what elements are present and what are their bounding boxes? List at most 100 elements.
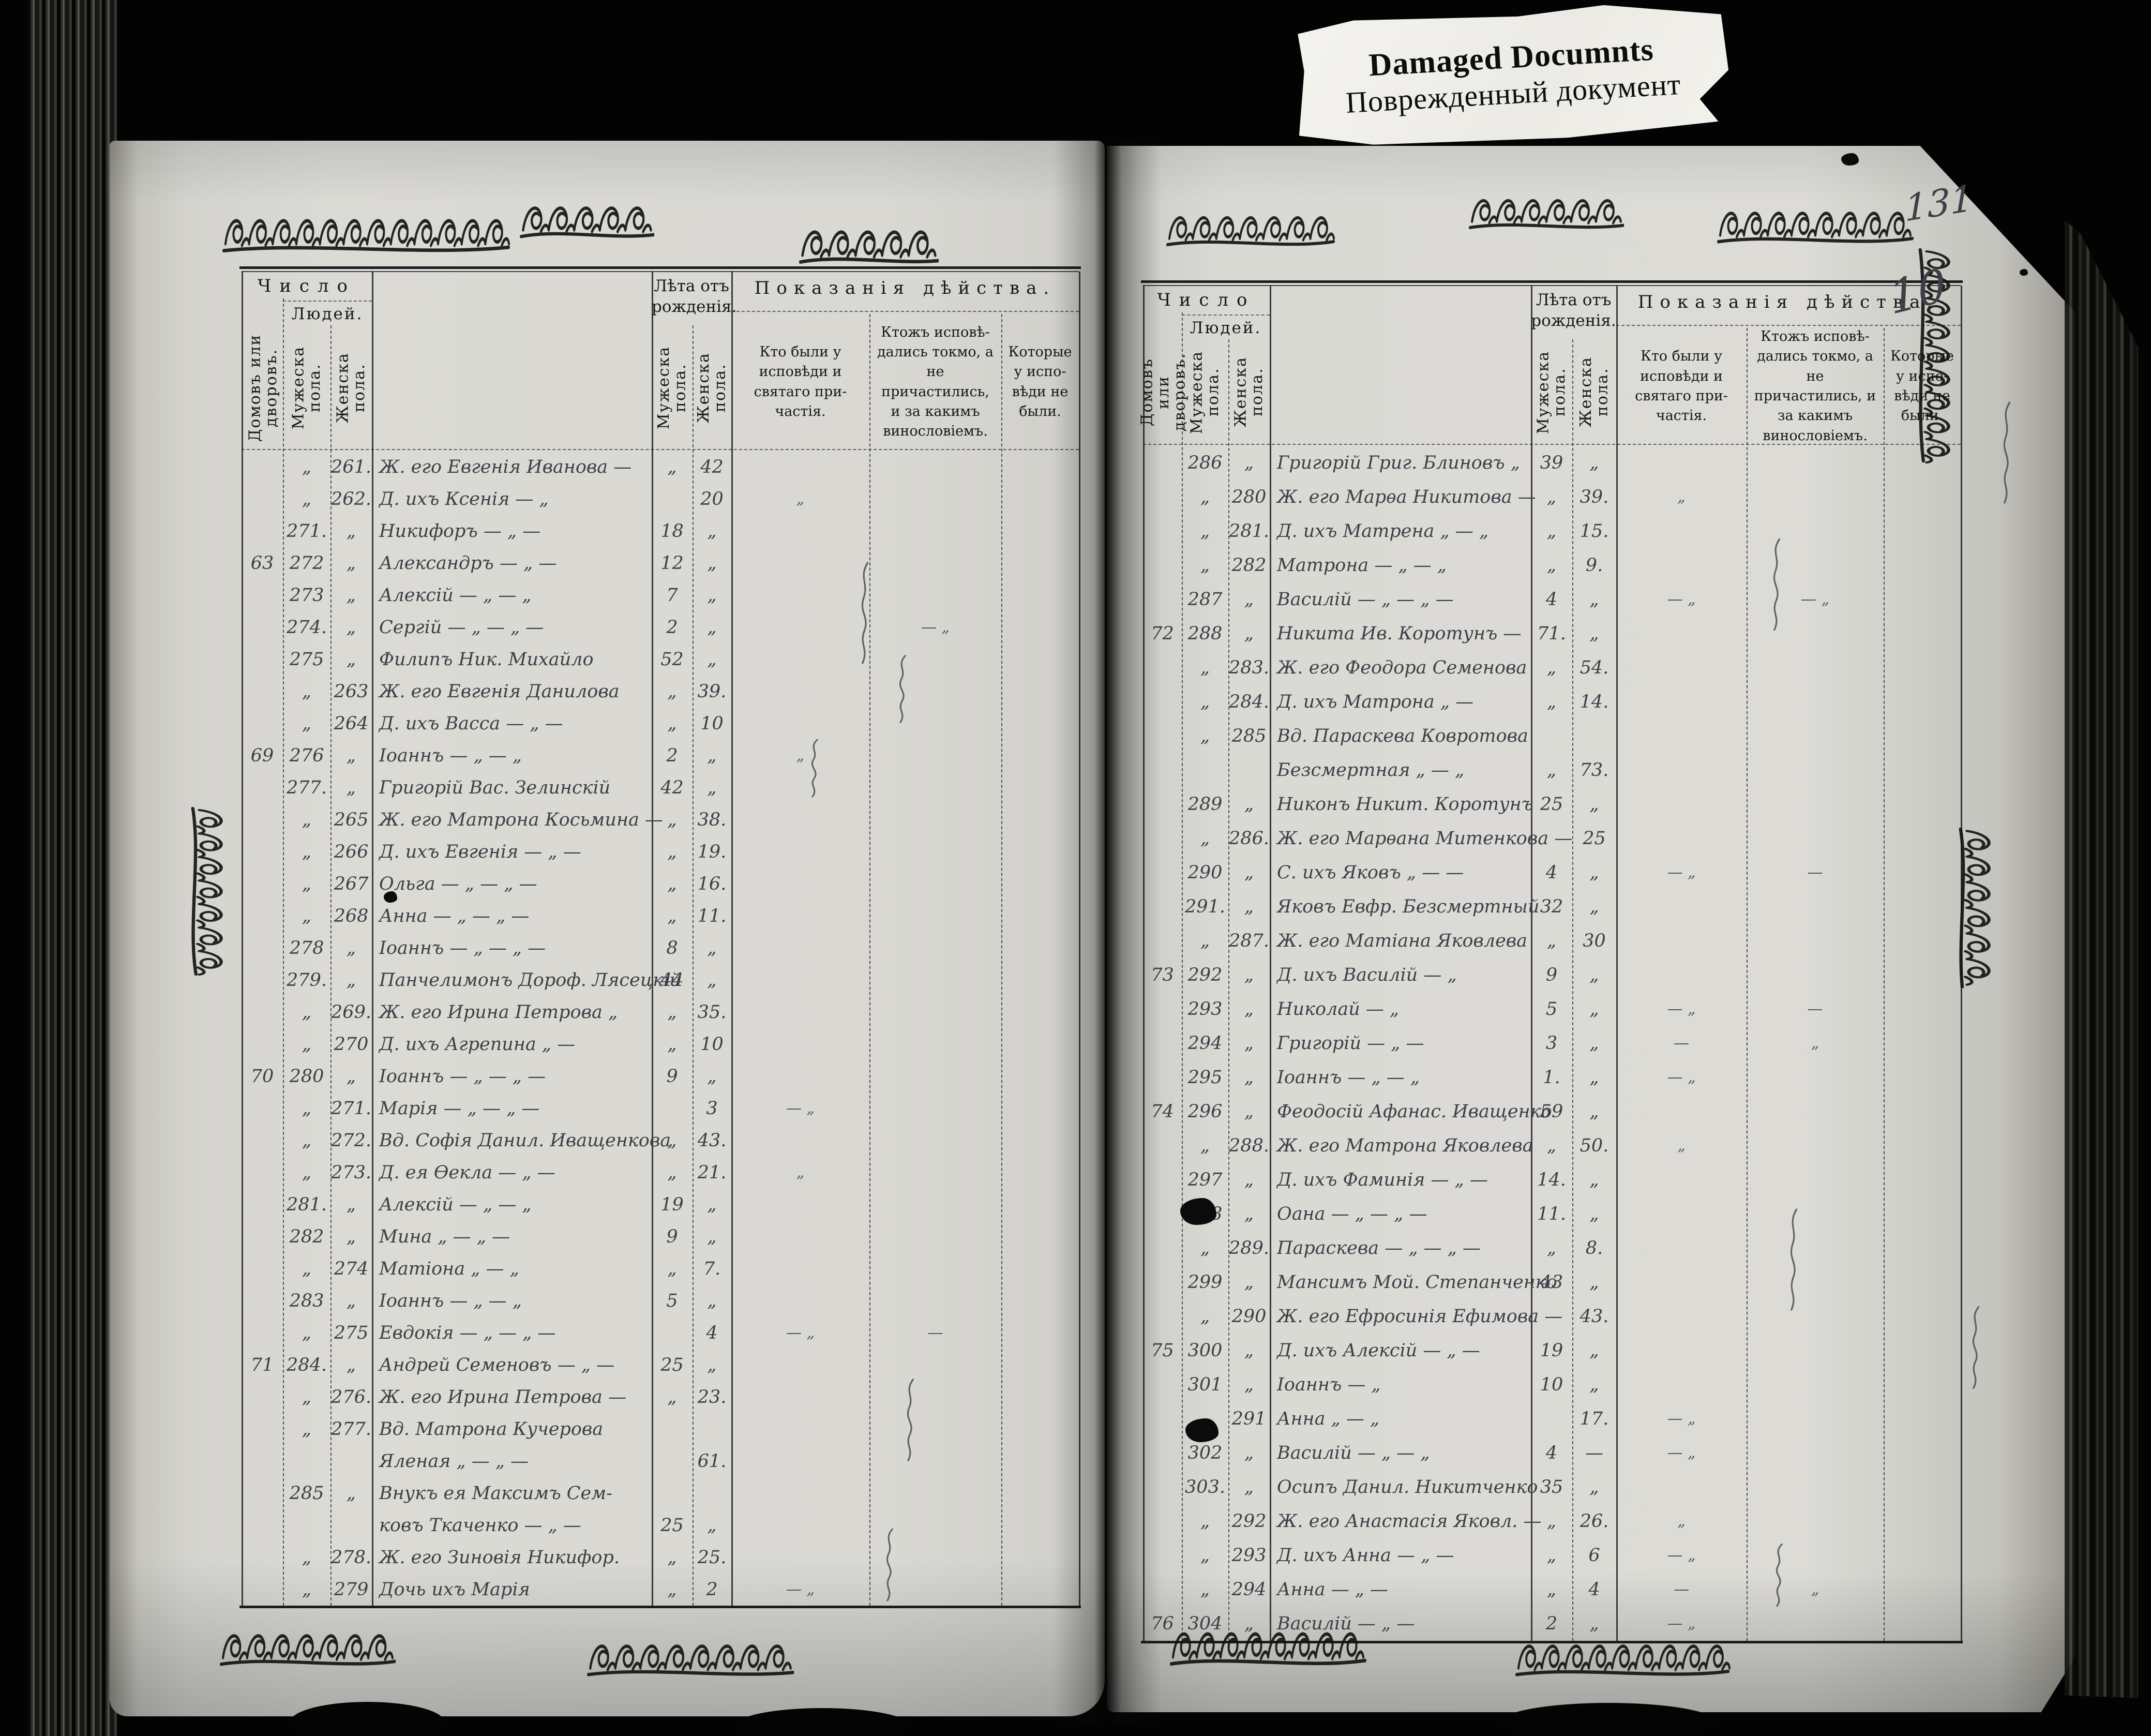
cell-af: 6 <box>1588 1545 1600 1566</box>
table-row: „ 262. Д. ихъ Ксенія — „ 20 „ <box>242 483 1079 515</box>
cell-i2 <box>1747 1163 1884 1197</box>
cell-n: Анна — „ — <box>1277 1579 1388 1600</box>
cell-i3 <box>1884 685 1961 719</box>
cell-i2 <box>869 451 1001 483</box>
cell-n: Іоаннъ — „ — „ <box>1277 1067 1420 1088</box>
cell-n: Яленая „ — „ — <box>379 1451 529 1472</box>
cell-i2 <box>869 1285 1001 1317</box>
ink-blot <box>1841 153 1859 166</box>
cell-i1 <box>1616 1265 1747 1299</box>
cell-h <box>242 1253 283 1285</box>
cell-n: Ж. его Ефросинія Ефимова — <box>1277 1306 1563 1327</box>
cell-am <box>652 1477 693 1509</box>
cell-i2 <box>1747 821 1884 856</box>
cell-i1 <box>731 996 869 1028</box>
table-column-line <box>1270 286 1271 1641</box>
cell-am: „ <box>1546 657 1557 678</box>
cell-am: 12 <box>660 553 684 574</box>
table-row: 275 „ Филипъ Ник. Михайло 52 „ <box>242 643 1079 676</box>
cell-i3 <box>1001 1574 1079 1606</box>
cell-h <box>1143 1538 1182 1573</box>
corner-ornament-icon <box>1170 1619 1366 1671</box>
cell-f: 275 <box>334 1323 369 1343</box>
cell-n: Мина „ — „ — <box>379 1226 510 1247</box>
cell-i3 <box>1884 1402 1961 1436</box>
cell-i2 <box>1747 924 1884 958</box>
cell-m: „ <box>302 1419 312 1440</box>
corner-ornament-icon <box>520 194 665 243</box>
cell-af: „ <box>1589 1613 1599 1634</box>
header-pokazaniya: Показанія дѣйства. <box>754 278 1056 298</box>
cell-af: „ <box>1589 453 1599 473</box>
cell-f: 282 <box>1231 555 1267 576</box>
cell-i3 <box>1884 1231 1961 1265</box>
cell-f: „ <box>346 970 356 991</box>
cell-af: 50. <box>1580 1135 1609 1156</box>
cell-n: Д. ея Ѳекла — „ — <box>379 1162 555 1183</box>
cell-f: „ <box>346 553 356 574</box>
cell-n: Григорій — „ — <box>1277 1033 1424 1054</box>
header-lyudej: Людей. <box>283 301 372 323</box>
cell-af: „ <box>1589 1374 1599 1395</box>
cell-i3 <box>1001 932 1079 964</box>
cell-n: Ж. его Ирина Петрова „ <box>379 1002 618 1023</box>
table-row: 73 292 „ Д. ихъ Василій — „ 9 „ <box>1143 958 1961 992</box>
cell-n: Вд. Матрона Кучерова <box>379 1419 604 1440</box>
cell-am: „ <box>1546 1511 1557 1532</box>
cell-m: „ <box>302 842 312 862</box>
cell-m: 295 <box>1187 1067 1223 1088</box>
cell-i3 <box>1884 1436 1961 1470</box>
cell-h <box>242 1317 283 1349</box>
cell-af: 43. <box>1580 1306 1609 1327</box>
cell-i3 <box>1001 836 1079 868</box>
cell-m: 293 <box>1187 999 1223 1020</box>
cell-m: 288 <box>1187 623 1223 644</box>
cell-h <box>242 1125 283 1157</box>
cell-n: Матрона — „ — „ <box>1277 555 1447 576</box>
cell-af: 4 <box>706 1323 718 1343</box>
cell-m: 272 <box>289 553 324 574</box>
header-lyudej: Людей. <box>1182 315 1270 337</box>
cell-h <box>242 804 283 836</box>
table-row: 63 272 „ Александръ — „ — 12 „ <box>242 547 1079 579</box>
cell-i2 <box>869 1125 1001 1157</box>
table-column-line <box>1616 286 1618 1641</box>
cell-f: „ <box>1244 965 1254 985</box>
cell-m: 299 <box>1187 1272 1223 1293</box>
cell-m: 271. <box>287 521 327 542</box>
header-pokazaniya: Показанія дѣйства. <box>1637 292 1939 312</box>
cell-i3 <box>1884 856 1961 890</box>
cell-m: 284. <box>287 1355 327 1375</box>
cell-m: 283 <box>289 1291 324 1311</box>
cell-am: 7 <box>666 585 678 606</box>
cell-f: „ <box>346 1483 356 1504</box>
cell-f: „ <box>346 745 356 766</box>
cell-f: 289. <box>1229 1238 1269 1259</box>
cell-i3 <box>1884 1129 1961 1163</box>
table-column-line <box>242 272 243 1606</box>
cell-af: „ <box>707 938 717 959</box>
header-isp3: Которые у испо­вѣди не были. <box>1008 343 1072 420</box>
cell-am: „ <box>667 906 677 926</box>
cell-am: „ <box>1546 555 1557 576</box>
cell-h <box>1143 1470 1182 1504</box>
cell-h <box>242 1157 283 1189</box>
cell-h <box>242 1574 283 1606</box>
cell-i1 <box>731 547 869 579</box>
cell-f: „ <box>1244 1613 1254 1634</box>
cell-h <box>1143 480 1182 514</box>
cell-i3 <box>1001 643 1079 676</box>
cell-m: „ <box>1200 555 1210 576</box>
cell-h: 72 <box>1151 623 1174 644</box>
cell-am: 9 <box>1545 965 1558 985</box>
cell-i3 <box>1884 1573 1961 1607</box>
cell-i2 <box>869 676 1001 708</box>
table-row: 271. „ Никифоръ — „ — 18 „ <box>242 515 1079 547</box>
table-row: „ 279 Дочь ихъ Марія „ 2 — „ <box>242 1574 1079 1606</box>
cell-i1 <box>731 515 869 547</box>
cell-i2 <box>869 483 1001 515</box>
cell-i3 <box>1884 1197 1961 1231</box>
cell-am <box>1531 1299 1572 1334</box>
cell-f: „ <box>1244 1067 1254 1088</box>
cell-i3 <box>1001 676 1079 708</box>
